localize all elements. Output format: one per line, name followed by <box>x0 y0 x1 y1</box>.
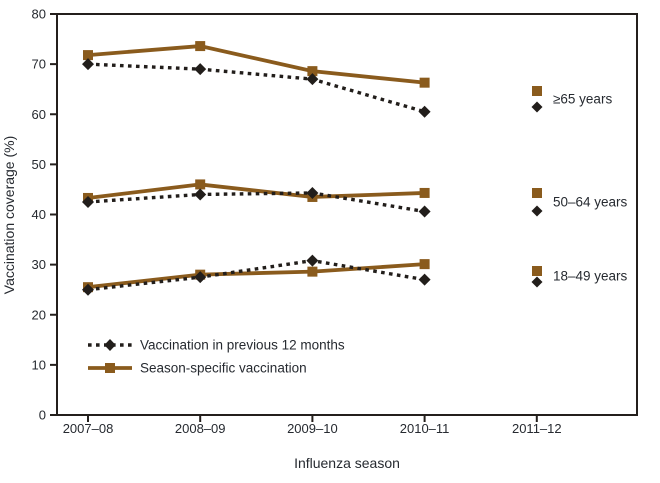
diamond-marker-icon <box>531 276 543 288</box>
data-point-diamond-marker <box>194 271 207 284</box>
group-label-text: 18–49 years <box>553 269 628 284</box>
data-point-diamond-marker <box>306 186 319 199</box>
y-axis-title: Vaccination coverage (%) <box>1 136 17 294</box>
data-point-diamond-marker <box>194 188 207 201</box>
diamond-marker-icon <box>531 101 543 113</box>
legend: Vaccination in previous 12 months Season… <box>88 338 345 376</box>
legend-label-season: Season-specific vaccination <box>140 361 307 376</box>
data-point-square-marker <box>307 66 318 77</box>
x-tick-label: 2008–09 <box>175 421 226 436</box>
series-line <box>87 191 425 214</box>
x-tick-label: 2011–12 <box>512 421 562 436</box>
group-label-text: ≥65 years <box>553 92 612 107</box>
series-line <box>87 182 425 200</box>
data-point-diamond-marker <box>194 63 207 76</box>
group-label-65plus: ≥65 years <box>531 86 612 113</box>
data-point-diamond-marker <box>418 205 431 218</box>
data-point-square-marker <box>195 41 206 52</box>
square-marker-icon <box>532 86 542 96</box>
x-axis-title: Influenza season <box>294 455 400 471</box>
data-point-diamond-marker <box>418 273 431 286</box>
x-tick-label: 2009–10 <box>287 421 338 436</box>
square-marker-icon <box>532 188 542 198</box>
data-point-diamond-marker <box>418 105 431 118</box>
series-line <box>87 62 426 114</box>
data-point-diamond-marker <box>82 58 94 71</box>
data-point-square-marker <box>419 77 430 88</box>
diamond-marker-icon <box>531 205 543 217</box>
data-point-diamond-marker <box>306 73 319 86</box>
data-point-square-marker <box>83 50 93 61</box>
data-series <box>82 41 431 296</box>
legend-label-previous: Vaccination in previous 12 months <box>140 338 345 353</box>
axes: 0 10 20 30 40 50 60 70 80 2007–08 2008–09 2009–10 20… <box>32 7 638 436</box>
data-point-square-marker <box>195 179 206 190</box>
y-tick-label: 50 <box>32 157 46 172</box>
x-tick-label: 2007–08 <box>63 421 114 436</box>
y-tick-label: 80 <box>32 7 46 22</box>
group-label-50-64: 50–64 years <box>531 188 628 217</box>
data-point-diamond-marker <box>306 254 319 267</box>
y-tick-label: 40 <box>32 207 46 222</box>
diamond-marker-icon <box>104 339 116 351</box>
y-tick-label: 60 <box>32 107 46 122</box>
group-label-text: 50–64 years <box>553 195 628 210</box>
y-tick-label: 70 <box>32 57 46 72</box>
square-marker-icon <box>105 363 115 373</box>
series-line <box>87 44 425 85</box>
y-tick-label: 20 <box>32 307 46 322</box>
data-point-square-marker <box>419 259 430 270</box>
data-point-square-marker <box>419 187 430 198</box>
series-line <box>87 258 425 292</box>
data-point-diamond-marker <box>82 283 94 296</box>
square-marker-icon <box>532 266 542 276</box>
y-tick-label: 0 <box>39 408 46 423</box>
data-point-diamond-marker <box>82 195 94 208</box>
group-label-18-49: 18–49 years <box>531 266 628 288</box>
series-line <box>87 262 425 290</box>
y-tick-label: 10 <box>32 357 46 372</box>
y-tick-label: 30 <box>32 257 46 272</box>
data-point-square-marker <box>307 266 318 277</box>
x-tick-label: 2010–11 <box>400 421 450 436</box>
